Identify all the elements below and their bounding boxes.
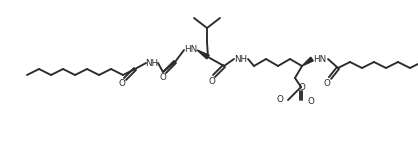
- Text: O: O: [119, 79, 125, 89]
- Polygon shape: [302, 57, 313, 66]
- Text: HN: HN: [314, 54, 326, 64]
- Text: O: O: [324, 78, 331, 88]
- Text: O: O: [298, 83, 306, 91]
- Polygon shape: [197, 50, 209, 59]
- Text: O: O: [276, 95, 283, 105]
- Text: O: O: [308, 96, 315, 106]
- Text: NH: NH: [234, 54, 247, 64]
- Text: HN: HN: [184, 46, 198, 54]
- Text: O: O: [209, 76, 215, 86]
- Text: O: O: [160, 72, 166, 82]
- Text: NH: NH: [145, 58, 158, 68]
